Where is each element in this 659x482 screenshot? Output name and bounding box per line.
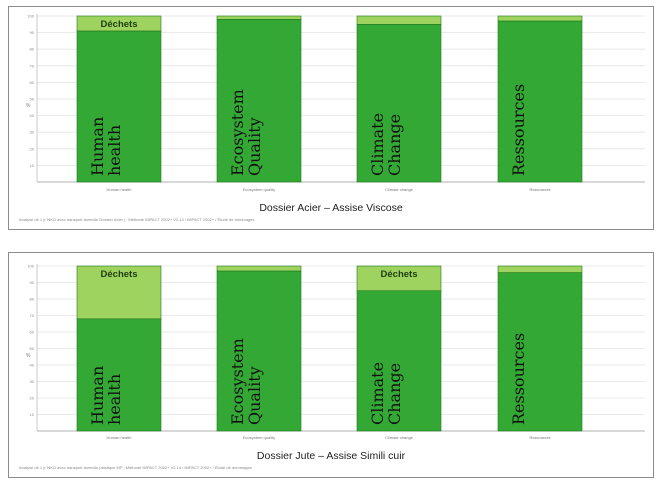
bar-overlay-label-line: Change [385, 114, 404, 176]
bar-segment-main [356, 23, 442, 183]
category-tick-label: Ecosystem quality [243, 435, 275, 440]
chart-panel-jute: 10 20 30 40 50 60 70 80 90 100 Human health Humanhe… [8, 252, 654, 478]
chart-title: Dossier Jute – Assise Simili cuir [256, 450, 406, 462]
bar-segment-dechets [216, 265, 302, 272]
y-tick-label: 50 [30, 97, 35, 102]
y-tick-label: 30 [30, 379, 35, 384]
y-tick-label: 100 [27, 264, 34, 269]
segment-label-dechets: Déchets [381, 269, 418, 280]
bar-overlay-label: Humanhealth [88, 366, 124, 425]
bar-segment-dechets [356, 265, 442, 292]
bar-overlay-label: EcosystemQuality [228, 338, 264, 425]
bar-segment-main [76, 318, 162, 432]
bar-overlay-label-line: Human [88, 117, 107, 176]
bar-segment-main [497, 272, 583, 432]
y-tick-label: 50 [30, 346, 35, 351]
y-axis-label: % [26, 353, 31, 359]
y-axis-label: % [26, 103, 31, 109]
bar-overlay-label-line: health [105, 374, 124, 425]
category-tick-label: Ecosystem quality [243, 187, 275, 192]
bar-overlay-label-line: Ressources [509, 333, 528, 425]
bar-segment-main [497, 20, 583, 183]
y-tick-label: 30 [30, 130, 35, 135]
chart-footnote: Analyse de 1 p 'NKO avec transport domic… [19, 465, 252, 470]
y-tick-label: 40 [30, 363, 35, 368]
category-tick-label: Human health [107, 435, 132, 440]
bar-segment-dechets [216, 15, 302, 20]
bar-overlay-label: ClimateChange [368, 113, 404, 176]
bar-segment-dechets [497, 15, 583, 22]
bar-overlay-label-line: Ecosystem [228, 338, 247, 425]
bar-overlay-label-line: Climate [368, 362, 387, 425]
bar-segment-main [76, 30, 162, 183]
bar-overlay-label-line: Quality [245, 117, 264, 176]
segment-label-dechets: Déchets [101, 269, 138, 280]
bar-segment-dechets [76, 265, 162, 320]
category-tick-label: Human health [107, 187, 132, 192]
category-tick-label: Climate change [385, 187, 414, 192]
category-tick-label: Ressources [529, 435, 550, 440]
bar-overlay-label-line: Human [88, 366, 107, 425]
bar-segment-main [216, 19, 302, 183]
y-tick-label: 70 [30, 63, 35, 68]
y-tick-label: 10 [30, 163, 35, 168]
segment-label-dechets: Déchets [101, 19, 138, 30]
y-tick-label: 20 [30, 146, 35, 151]
y-tick-label: 60 [30, 330, 35, 335]
bar-segment-dechets [76, 15, 162, 32]
bar-overlay-label-line: health [105, 125, 124, 176]
bar-overlay-label-line: Change [385, 363, 404, 425]
bar-overlay-label: ClimateChange [368, 362, 404, 425]
y-tick-label: 10 [30, 412, 35, 417]
bar-segment-main [216, 270, 302, 432]
bar-overlay-label: Ressources [509, 84, 528, 176]
bar-overlay-label: Humanhealth [88, 117, 124, 176]
chart-panel-acier: 10 20 30 40 50 60 70 80 90 100 Human health Humanhe… [8, 6, 654, 230]
y-tick-label: 20 [30, 396, 35, 401]
chart-title: Dossier Acier – Assise Viscose [259, 202, 403, 214]
bar-overlay-label-line: Ressources [509, 84, 528, 176]
y-tick-label: 100 [27, 14, 34, 19]
category-tick-label: Climate change [385, 435, 414, 440]
y-tick-label: 40 [30, 113, 35, 118]
bar-overlay-label-line: Ecosystem [228, 89, 247, 176]
y-tick-label: 90 [30, 280, 35, 285]
bar-segment-dechets [497, 265, 583, 273]
bar-overlay-label-line: Climate [368, 113, 387, 176]
y-tick-label: 70 [30, 313, 35, 318]
bar-segment-main [356, 290, 442, 432]
chart-footnote: Analyse de 1 p 'NKO avec transport domic… [19, 217, 255, 222]
y-tick-label: 80 [30, 297, 35, 302]
category-tick-label: Ressources [529, 187, 550, 192]
y-tick-label: 60 [30, 80, 35, 85]
y-tick-label: 80 [30, 47, 35, 52]
bar-overlay-label: EcosystemQuality [228, 89, 264, 176]
bar-segment-dechets [356, 15, 442, 25]
bar-overlay-label-line: Quality [245, 366, 264, 425]
bar-overlay-label: Ressources [509, 333, 528, 425]
y-tick-label: 90 [30, 30, 35, 35]
